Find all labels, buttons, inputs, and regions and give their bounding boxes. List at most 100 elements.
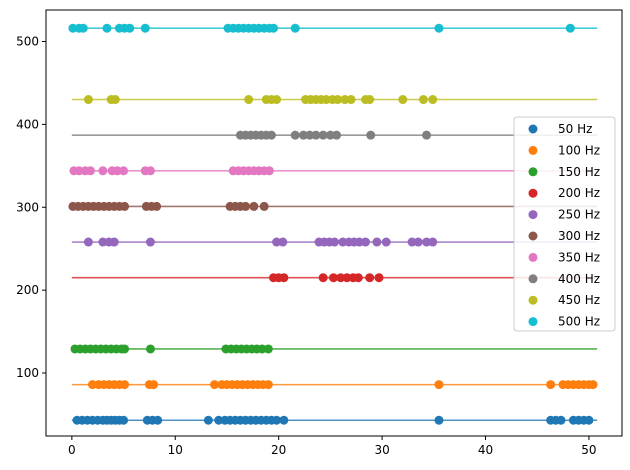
data-point [333,95,343,105]
data-point [336,273,346,283]
data-point [272,95,282,105]
data-point [318,273,328,283]
data-point [140,23,150,33]
data-point [257,344,267,354]
legend-label: 50 Hz [558,122,592,136]
data-point [290,130,300,140]
legend-label: 450 Hz [558,293,600,307]
data-point [290,23,300,33]
data-point [321,95,331,105]
axes: 0 10 20 30 40 50 100 200 300 400 500 [16,9,623,457]
data-point [381,237,391,247]
data-point [328,273,338,283]
data-point [365,273,375,283]
legend-marker [528,124,538,134]
data-point [83,95,93,105]
data-point [584,415,594,425]
x-tick-label: 10 [168,443,183,457]
data-point [241,201,251,211]
data-point [565,23,575,33]
data-point [434,23,444,33]
data-point [366,130,376,140]
x-tick-label: 20 [271,443,286,457]
data-point [244,95,254,105]
y-tick-label: 500 [16,34,39,48]
legend-label: 100 Hz [558,143,600,157]
data-point [305,130,315,140]
data-point [266,130,276,140]
data-point [120,344,130,354]
data-point [332,130,342,140]
data-point [210,380,220,390]
legend-marker [528,210,538,220]
data-point [119,166,129,176]
legend-label: 500 Hz [558,315,600,329]
legend: 50 Hz 100 Hz 150 Hz 200 Hz 250 Hz 300 Hz 350 H… [513,116,616,332]
data-point [249,201,259,211]
legend-marker [528,145,538,155]
data-point [272,237,282,247]
data-point [74,166,84,176]
data-point [434,380,444,390]
data-point [264,166,274,176]
data-point [413,237,423,247]
data-point [407,237,417,247]
data-point [120,201,130,211]
y-tick-label: 400 [16,117,39,131]
data-point [145,166,155,176]
data-point [318,130,328,140]
data-point [353,273,363,283]
data-point [311,130,321,140]
data-point [85,166,95,176]
data-point [278,237,288,247]
data-point [152,201,162,211]
data-point [422,237,432,247]
y-tick-label: 200 [16,283,39,297]
x-tick-label: 40 [478,443,493,457]
data-point [428,237,438,247]
data-point [340,95,350,105]
data-point [325,130,335,140]
data-point [203,415,213,425]
data-point [418,95,428,105]
data-point [153,415,163,425]
series-points [68,23,598,425]
legend-box [513,116,616,332]
data-point [272,415,282,425]
legend-marker [528,317,538,327]
data-point [338,237,348,247]
data-point [374,273,384,283]
data-point [110,95,120,105]
data-point [145,237,155,247]
data-point [109,237,119,247]
data-point [83,237,93,247]
data-point [546,380,556,390]
data-point [119,415,129,425]
legend-label: 300 Hz [558,229,600,243]
legend-label: 200 Hz [558,186,600,200]
data-point [398,95,408,105]
data-point [78,23,88,33]
data-point [330,237,340,247]
data-point [145,344,155,354]
data-point [354,237,364,247]
data-point [365,95,375,105]
data-point [269,23,279,33]
legend-marker [528,274,538,284]
legend-marker [528,167,538,177]
data-point [68,23,78,33]
legend-marker [528,188,538,198]
data-point [428,95,438,105]
data-point [98,237,108,247]
data-point [588,380,598,390]
data-point [263,380,273,390]
legend-label: 250 Hz [558,208,600,222]
data-point [98,166,108,176]
data-point [279,415,289,425]
legend-label: 400 Hz [558,272,600,286]
x-tick-label: 0 [68,443,76,457]
data-point [372,237,382,247]
plot-frame [45,9,623,437]
data-point [149,380,159,390]
